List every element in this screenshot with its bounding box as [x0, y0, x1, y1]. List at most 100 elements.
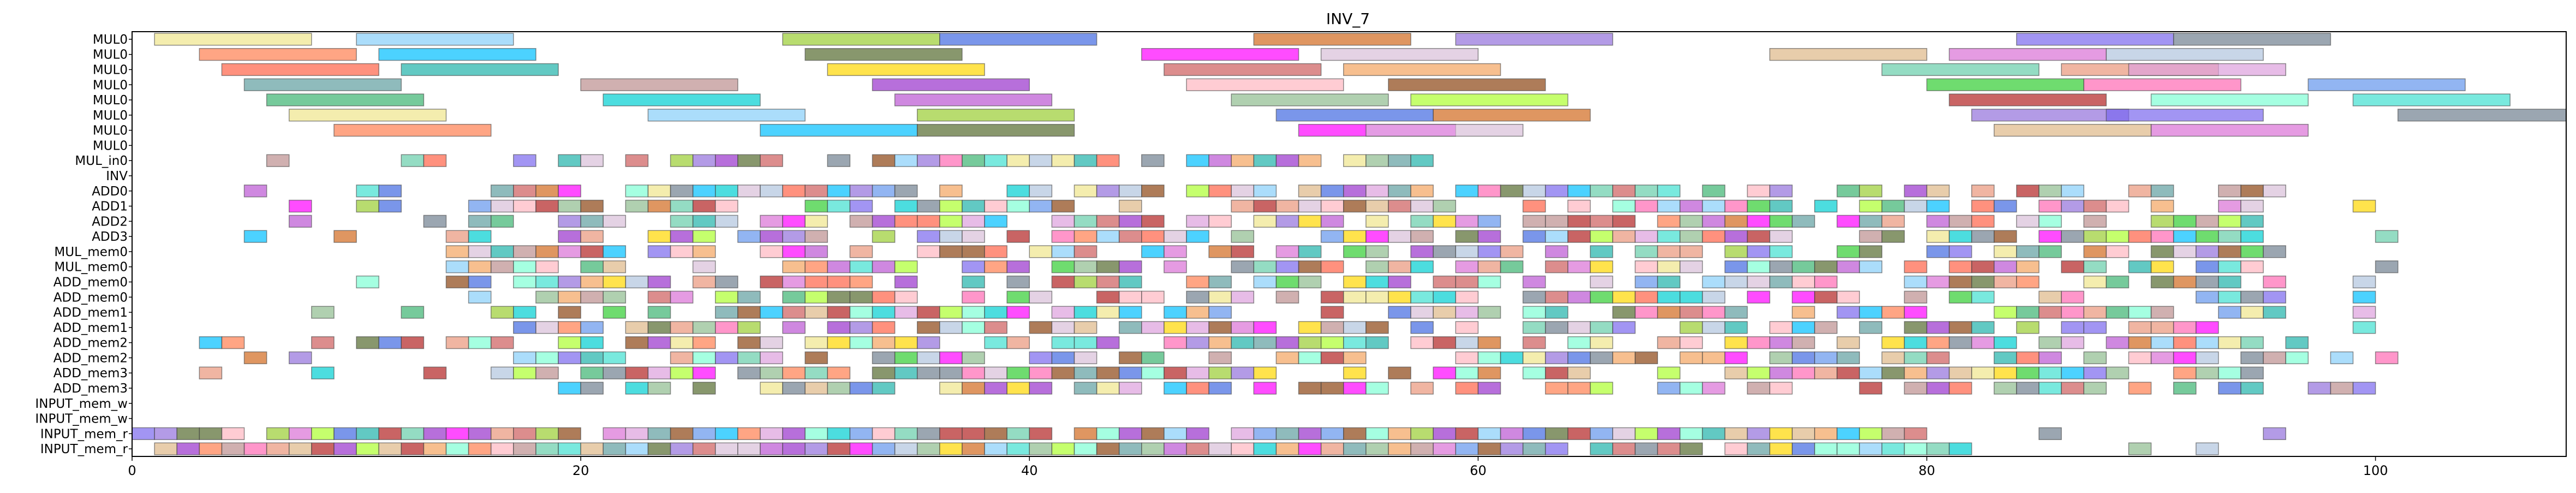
- op-block: [782, 245, 806, 258]
- op-block: [2218, 199, 2241, 213]
- op-block: [647, 185, 671, 198]
- op-block: [916, 245, 940, 258]
- op-block: [1590, 260, 1613, 274]
- op-block: [647, 442, 671, 455]
- op-block: [962, 275, 985, 289]
- op-block: [1769, 321, 1793, 334]
- op-block: [916, 306, 940, 319]
- y-tick-label: ADD_mem1: [53, 321, 128, 335]
- op-block: [849, 306, 873, 319]
- op-block: [1792, 260, 1815, 274]
- op-block: [1410, 382, 1434, 395]
- op-block: [1410, 290, 1434, 304]
- op-block: [1746, 382, 1770, 395]
- op-block: [1635, 245, 1658, 258]
- x-tick-label: 40: [1021, 463, 1038, 478]
- op-block: [715, 275, 738, 289]
- op-block: [2083, 382, 2107, 395]
- op-block: [1275, 290, 1299, 304]
- op-block: [894, 366, 918, 379]
- op-block: [1792, 442, 1815, 455]
- op-block: [715, 215, 738, 228]
- y-tick-label: ADD_mem2: [53, 351, 128, 365]
- op-block: [916, 336, 940, 349]
- op-block: [2150, 306, 2174, 319]
- op-block: [1971, 336, 1995, 349]
- op-block: [804, 382, 828, 395]
- task-bar: [1769, 48, 1928, 61]
- op-block: [1814, 260, 1838, 274]
- y-tick-label: INV: [106, 169, 128, 183]
- op-block: [490, 442, 514, 455]
- op-block: [647, 275, 671, 289]
- op-block: [1724, 245, 1748, 258]
- op-block: [1410, 245, 1434, 258]
- op-block: [2218, 275, 2241, 289]
- op-block: [535, 185, 559, 198]
- op-block: [2083, 245, 2107, 258]
- op-block: [1635, 275, 1658, 289]
- op-block: [2196, 290, 2219, 304]
- op-block: [670, 245, 694, 258]
- op-block: [356, 199, 379, 213]
- op-block: [1164, 245, 1187, 258]
- op-block: [647, 199, 671, 213]
- op-block: [1320, 185, 1344, 198]
- op-block: [1275, 154, 1299, 167]
- op-block: [804, 215, 828, 228]
- op-block: [1365, 215, 1389, 228]
- op-block: [1388, 185, 1411, 198]
- op-block: [603, 260, 627, 274]
- op-block: [647, 306, 671, 319]
- op-block: [1769, 442, 1793, 455]
- op-block: [558, 154, 581, 167]
- op-block: [1343, 245, 1367, 258]
- op-block: [939, 230, 963, 243]
- op-block: [670, 199, 694, 213]
- op-block: [760, 366, 783, 379]
- op-block: [1186, 306, 1209, 319]
- op-block: [692, 185, 716, 198]
- op-block: [468, 427, 492, 440]
- op-block: [1186, 185, 1209, 198]
- op-block: [962, 230, 985, 243]
- op-block: [1724, 199, 1748, 213]
- op-block: [1410, 321, 1434, 334]
- task-bar: [199, 48, 357, 61]
- op-block: [1343, 185, 1367, 198]
- op-block: [1433, 306, 1457, 319]
- op-block: [1410, 185, 1434, 198]
- op-block: [2128, 260, 2152, 274]
- op-block: [2150, 215, 2174, 228]
- op-block: [962, 382, 985, 395]
- op-block: [849, 382, 873, 395]
- op-block: [1746, 427, 1770, 440]
- op-block: [1904, 275, 1928, 289]
- op-block: [2016, 260, 2040, 274]
- op-block: [2150, 199, 2174, 213]
- op-block: [939, 199, 963, 213]
- op-block: [580, 366, 604, 379]
- op-block: [1836, 336, 1860, 349]
- task-bar: [1971, 109, 2130, 122]
- op-block: [2173, 275, 2197, 289]
- op-block: [378, 336, 402, 349]
- op-block: [670, 427, 694, 440]
- op-block: [916, 366, 940, 379]
- op-block: [984, 321, 1007, 334]
- op-block: [1590, 442, 1613, 455]
- op-block: [1298, 351, 1322, 365]
- op-block: [1410, 230, 1434, 243]
- op-block: [490, 306, 514, 319]
- op-block: [2038, 351, 2062, 365]
- op-block: [580, 336, 604, 349]
- op-block: [1926, 275, 1950, 289]
- op-block: [1792, 275, 1815, 289]
- op-block: [445, 230, 469, 243]
- op-block: [760, 230, 783, 243]
- op-block: [1657, 382, 1681, 395]
- op-block: [1365, 336, 1389, 349]
- op-block: [625, 275, 649, 289]
- op-block: [1208, 366, 1232, 379]
- op-block: [176, 427, 200, 440]
